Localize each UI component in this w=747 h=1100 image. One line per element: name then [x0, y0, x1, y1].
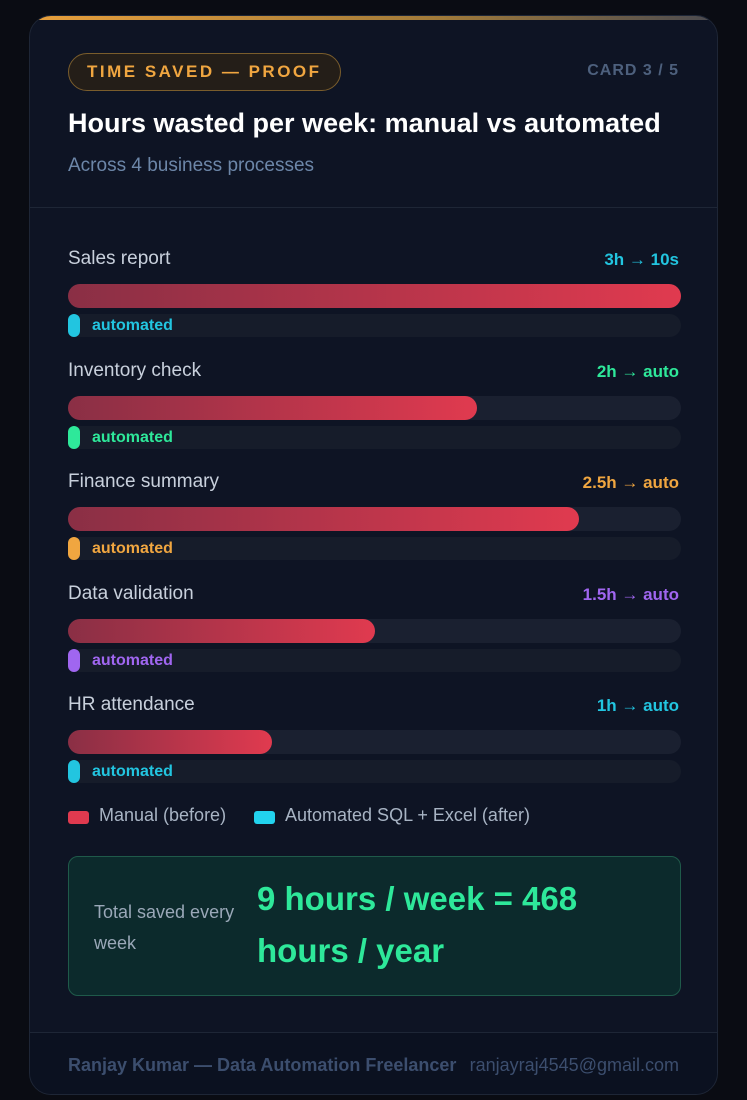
category-label: Data validation	[68, 582, 194, 604]
bar	[68, 284, 681, 308]
bar	[68, 395, 477, 420]
divider	[30, 207, 717, 208]
category-label: Sales report	[68, 248, 171, 269]
chart-title: Hours wasted per week: manual vs automat…	[68, 108, 661, 138]
auto-label: automated	[92, 540, 173, 557]
legend-label: Automated SQL + Excel (after)	[285, 805, 530, 825]
badge: TIME SAVED — PROOF	[68, 53, 341, 91]
bar	[68, 507, 579, 531]
auto-label: automated	[92, 763, 173, 780]
auto-pill	[68, 425, 80, 449]
total-label: Total saved every week	[94, 902, 235, 953]
category-label: Finance summary	[68, 471, 219, 492]
footer-author: Ranjay Kumar — Data Automation Freelance…	[68, 1055, 457, 1075]
category-label: Inventory check	[68, 359, 202, 381]
auto-label: automated	[92, 651, 173, 669]
row-label: 2h → auto	[596, 361, 679, 381]
footer-email: ranjayraj4545@gmail.com	[469, 1055, 679, 1075]
bar	[68, 730, 273, 754]
auto-track	[68, 314, 681, 337]
row-label: 2.5h → auto	[582, 473, 679, 492]
legend-swatch	[68, 811, 89, 824]
legend-swatch	[254, 811, 275, 824]
bar	[68, 618, 375, 643]
row-label: 3h → 10s	[604, 250, 679, 269]
auto-track	[68, 648, 681, 672]
auto-track	[68, 537, 681, 560]
category-label: HR attendance	[68, 694, 195, 715]
auto-pill	[68, 314, 80, 337]
auto-track	[68, 425, 681, 449]
row-label: 1.5h → auto	[582, 584, 679, 604]
total-value: 9 hours / week = 468 hours / year	[257, 880, 578, 969]
auto-track	[68, 760, 681, 783]
row-label: 1h → auto	[596, 696, 679, 715]
subtitle: Across 4 business processes	[68, 155, 315, 176]
auto-pill	[68, 760, 80, 783]
auto-label: automated	[92, 428, 173, 446]
auto-pill	[68, 537, 80, 560]
legend-label: Manual (before)	[99, 805, 227, 825]
card-label: CARD 3 / 5	[587, 62, 679, 79]
auto-pill	[68, 648, 80, 672]
card: TIME SAVED — PROOF CARD 3 / 5 Hours wast…	[29, 15, 718, 1095]
auto-label: automated	[92, 317, 173, 334]
total-box: Total saved every week 9 hours / week = …	[68, 856, 681, 996]
footer: Ranjay Kumar — Data Automation Freelance…	[30, 1032, 717, 1094]
accent-line	[30, 16, 717, 20]
